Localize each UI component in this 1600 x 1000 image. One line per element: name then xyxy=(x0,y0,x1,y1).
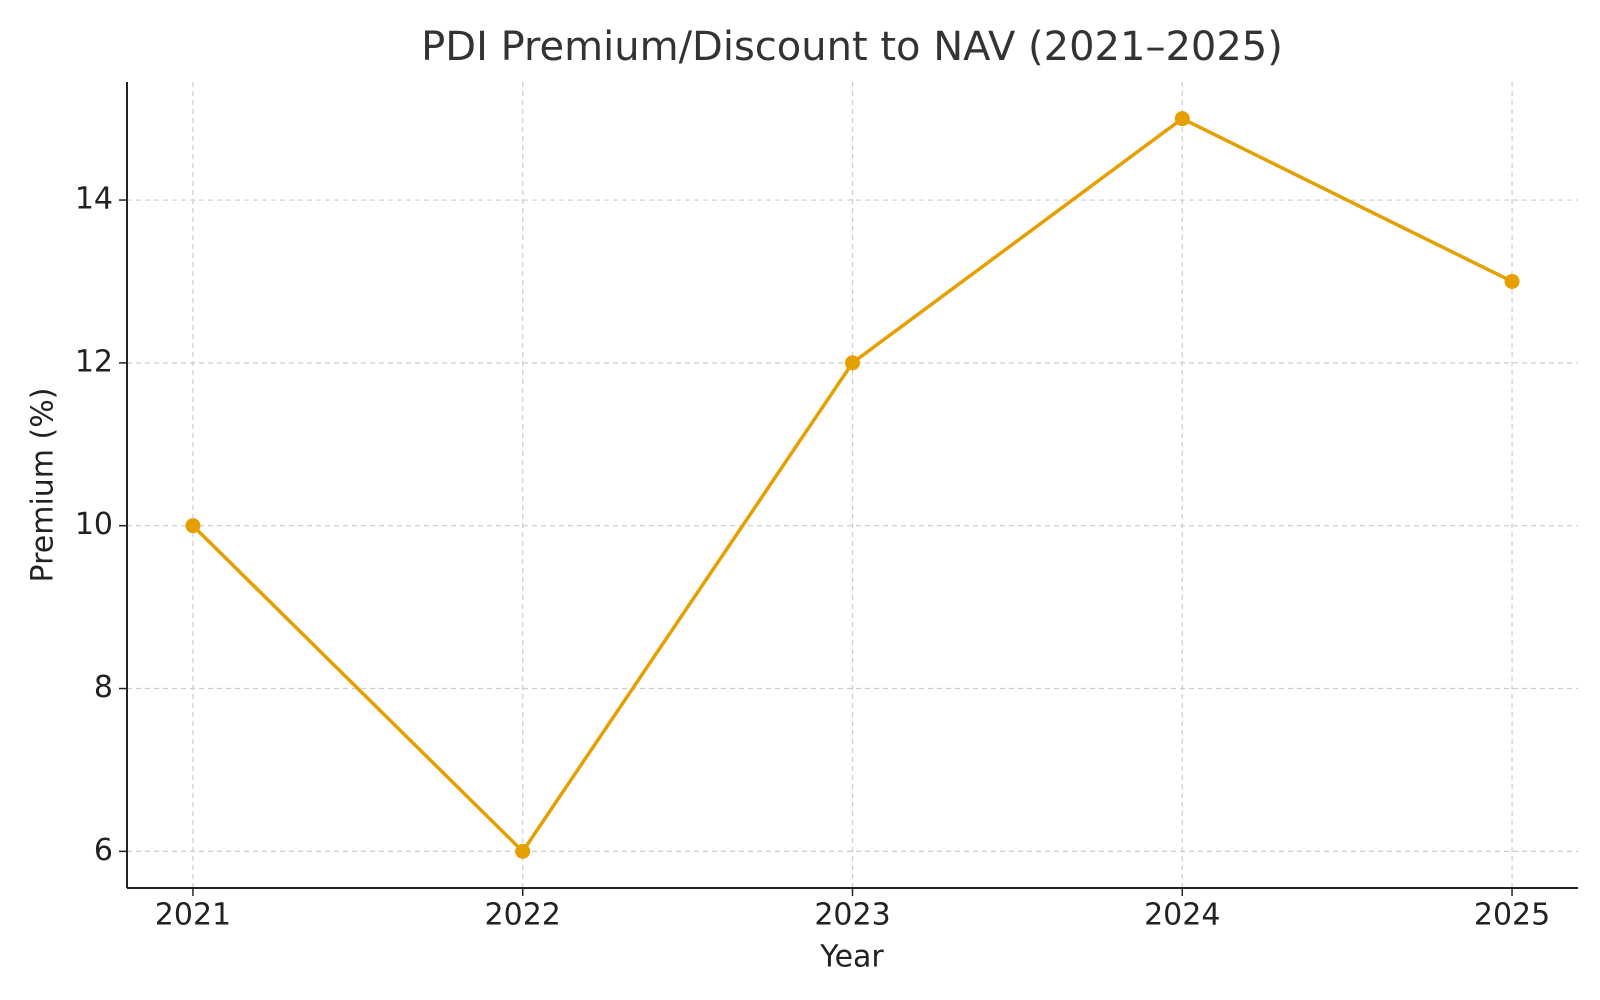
y-tick-label: 14 xyxy=(75,182,113,217)
data-point xyxy=(845,355,860,371)
y-tick-label: 12 xyxy=(75,344,113,379)
y-tick-label: 10 xyxy=(75,507,113,542)
y-axis-label: Premium (%) xyxy=(26,388,61,583)
data-point xyxy=(515,843,531,859)
chart-title: PDI Premium/Discount to NAV (2021–2025) xyxy=(421,24,1283,70)
y-tick-label: 6 xyxy=(94,833,113,868)
x-tick-label: 2021 xyxy=(155,898,231,933)
x-tick-label: 2024 xyxy=(1144,898,1220,933)
x-axis-label: Year xyxy=(819,940,884,975)
x-tick-label: 2022 xyxy=(485,898,561,933)
x-tick-label: 2023 xyxy=(814,898,890,933)
y-tick-label: 8 xyxy=(94,670,113,705)
data-point xyxy=(1174,111,1190,127)
data-point xyxy=(1504,273,1520,289)
x-tick-label: 2025 xyxy=(1474,898,1550,933)
data-point xyxy=(185,518,201,534)
